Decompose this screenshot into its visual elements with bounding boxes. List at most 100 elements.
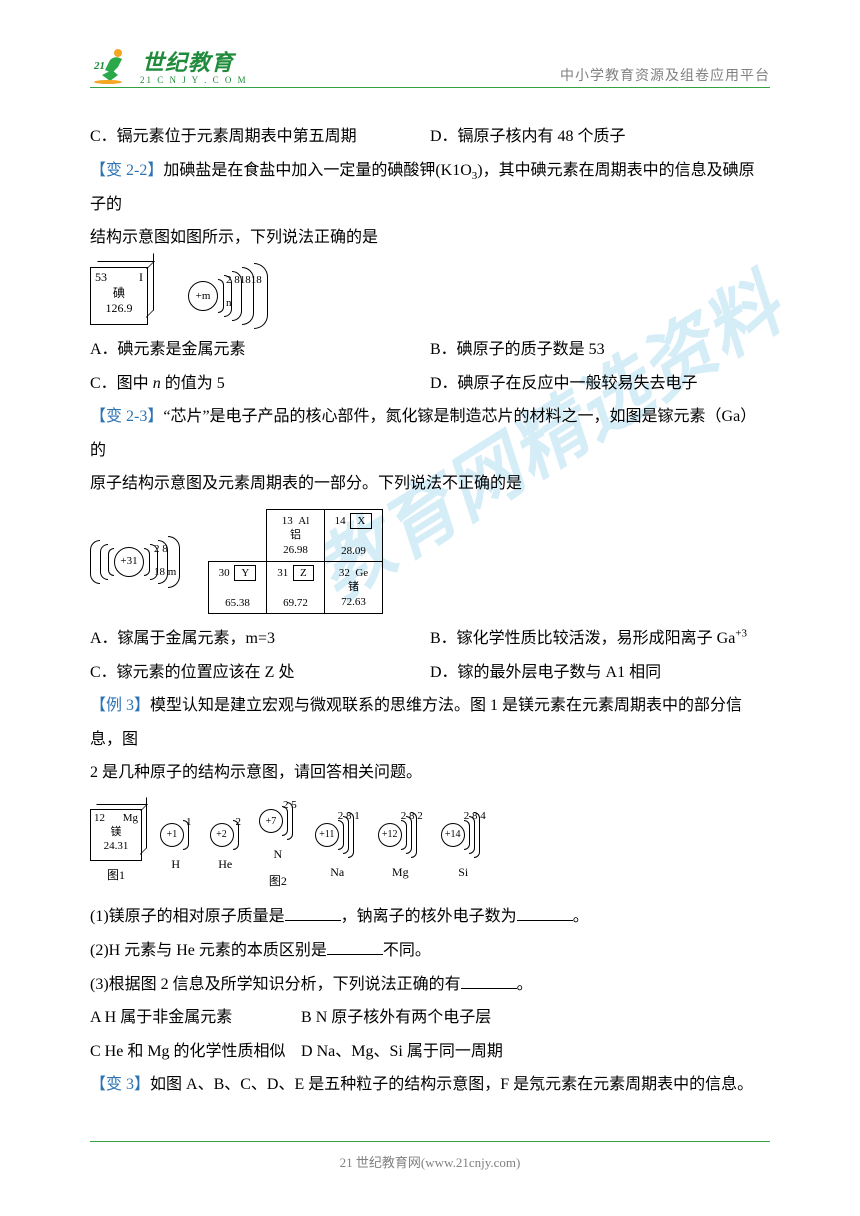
tag-ex3: 【例 3】: [90, 697, 150, 714]
mg2-sh: 2 8 2: [401, 805, 423, 828]
pt13m: 26.98: [283, 544, 308, 556]
var23-t: “芯片”是电子产品的核心部件，氮化镓是制造芯片的材料之一，如图是镓元素（Ga）的: [90, 408, 756, 459]
q1b: ，钠离子的核外电子数为: [341, 908, 517, 925]
logo-text: 世纪教育: [142, 50, 234, 75]
fig2-label: 图2: [269, 869, 287, 894]
q1a: (1)镁原子的相对原子质量是: [90, 908, 285, 925]
pt14x: X: [350, 513, 372, 529]
svg-text:21: 21: [93, 60, 105, 72]
opt-c: C．镉元素位于元素周期表中第五周期: [90, 120, 430, 154]
figure-ga: +31 2 8 18 m 13 Al铝26.98 14 X28.09 30 Y6…: [90, 509, 770, 614]
h-core: +1: [160, 823, 184, 847]
pt30y: Y: [234, 565, 256, 581]
iodine-cube: 53 I 碘 126.9: [90, 267, 148, 325]
i-core: +m: [188, 281, 218, 311]
i-name: 碘: [91, 286, 147, 302]
mg2-core: +12: [378, 823, 402, 847]
ex3-t: 模型认知是建立宏观与微观联系的思维方法。图 1 是镁元素在元素周期表中的部分信息…: [90, 697, 742, 748]
he-sh: 2: [236, 811, 242, 834]
i-shells: 2 81818 n: [226, 269, 268, 315]
var3-t: 如图 A、B、C、D、E 是五种粒子的结构示意图，F 是氖元素在元素周期表中的信…: [150, 1076, 753, 1093]
pt32s: Ge: [355, 567, 368, 579]
figure-iodine: 53 I 碘 126.9 +m 2 81818 n: [90, 263, 770, 329]
q3ob: B N 原子核外有两个电子层: [301, 1001, 770, 1035]
o2c-pre: C．图中: [90, 375, 153, 392]
q3od: D Na、Mg、Si 属于同一周期: [301, 1035, 770, 1069]
q3oa: A H 属于非金属元素: [90, 1001, 301, 1035]
periodic-table: 13 Al铝26.98 14 X28.09 30 Y65.38 31 Z69.7…: [208, 509, 383, 614]
n-nm: N: [274, 842, 283, 867]
runner-icon: 21: [90, 45, 140, 85]
h-sh: 1: [186, 811, 192, 834]
pt13n: 13: [282, 515, 293, 527]
q3oc: C He 和 Mg 的化学性质相似: [90, 1035, 301, 1069]
logo-sub: 21 C N J Y . C O M: [140, 75, 248, 85]
o3b-sup: +3: [735, 628, 747, 640]
o3c: C．镓元素的位置应该在 Z 处: [90, 656, 430, 690]
q2b: 不同。: [383, 942, 431, 959]
q2a: (2)H 元素与 He 元素的本质区别是: [90, 942, 327, 959]
header-platform: 中小学教育资源及组卷应用平台: [560, 65, 770, 85]
q3b: 。: [517, 976, 533, 993]
o2c-post: 的值为 5: [161, 375, 225, 392]
mg-n: 12: [94, 811, 105, 825]
o2b: B．碘原子的质子数是 53: [430, 333, 770, 367]
mg-nm: 镁: [91, 825, 141, 839]
i-sym: I: [139, 270, 143, 286]
mg-cube: 12 Mg 镁 24.31: [90, 809, 142, 861]
n-core: +7: [259, 809, 283, 833]
he-core: +2: [210, 823, 234, 847]
opt-d: D．镉原子核内有 48 个质子: [430, 120, 770, 154]
tag-var23: 【变 2-3】: [90, 408, 163, 425]
ga-core: +31: [114, 547, 144, 577]
main-content: C．镉元素位于元素周期表中第五周期 D．镉原子核内有 48 个质子 【变 2-2…: [90, 120, 770, 1102]
ga-atom: +31 2 8 18 m: [90, 536, 180, 588]
i-num: 53: [95, 270, 107, 286]
figure-atoms: 12 Mg 镁 24.31 图1 +11H +22He +72 5N图2 +11…: [90, 802, 770, 894]
ex3-l2: 2 是几种原子的结构示意图，请回答相关问题。: [90, 756, 770, 790]
tag-var22: 【变 2-2】: [90, 162, 163, 179]
q3a: (3)根据图 2 信息及所学知识分析，下列说法正确的有: [90, 976, 461, 993]
var22-t1: 加碘盐是在食盐中加入一定量的碘酸钾(K1O: [163, 162, 471, 179]
pt31z: Z: [293, 565, 314, 581]
n-sh: 2 5: [283, 794, 297, 817]
pt31n: 31: [277, 567, 288, 579]
pt13s: Al: [298, 515, 309, 527]
logo: 21 世纪教育 21 C N J Y . C O M: [90, 45, 248, 85]
blank4: [461, 973, 517, 989]
tag-var3: 【变 3】: [90, 1076, 150, 1093]
blank1: [285, 905, 341, 921]
pt32n: 32: [339, 567, 350, 579]
var23-l2: 原子结构示意图及元素周期表的一部分。下列说法不正确的是: [90, 467, 770, 501]
page-header: 21 世纪教育 21 C N J Y . C O M 中小学教育资源及组卷应用平…: [90, 45, 770, 88]
pt14n: 14: [335, 515, 346, 527]
o2d: D．碘原子在反应中一般较易失去电子: [430, 367, 770, 401]
pt14m: 28.09: [341, 545, 366, 557]
o3b: B．镓化学性质比较活泼，易形成阳离子 Ga: [430, 630, 735, 647]
pt32m: 72.63: [341, 596, 366, 608]
ga-shells: 2 8 18 m: [154, 538, 180, 584]
blank2: [517, 905, 573, 921]
h-nm: H: [171, 852, 180, 877]
i-mass: 126.9: [91, 301, 147, 317]
na-core: +11: [315, 823, 339, 847]
si-sh: 2 8 4: [464, 805, 486, 828]
fig1-label: 图1: [107, 863, 125, 888]
na-sh: 2 8 1: [338, 805, 360, 828]
mg-m: 24.31: [91, 839, 141, 853]
pt31m: 69.72: [283, 597, 308, 609]
var22-l2: 结构示意图如图所示，下列说法正确的是: [90, 221, 770, 255]
o3d: D．镓的最外层电子数与 A1 相同: [430, 656, 770, 690]
o2a: A．碘元素是金属元素: [90, 333, 430, 367]
iodine-atom: +m 2 81818 n: [188, 263, 268, 329]
pt13nm: 铝: [290, 529, 301, 541]
o3a: A．镓属于金属元素，m=3: [90, 622, 430, 656]
mg2-nm: Mg: [392, 860, 409, 885]
si-nm: Si: [458, 860, 468, 885]
na-nm: Na: [330, 860, 344, 885]
pt32nm: 锗: [348, 581, 359, 593]
page-footer: 21 世纪教育网(www.21cnjy.com): [90, 1141, 770, 1171]
mg-s: Mg: [123, 811, 138, 825]
blank3: [327, 939, 383, 955]
si-core: +14: [441, 823, 465, 847]
